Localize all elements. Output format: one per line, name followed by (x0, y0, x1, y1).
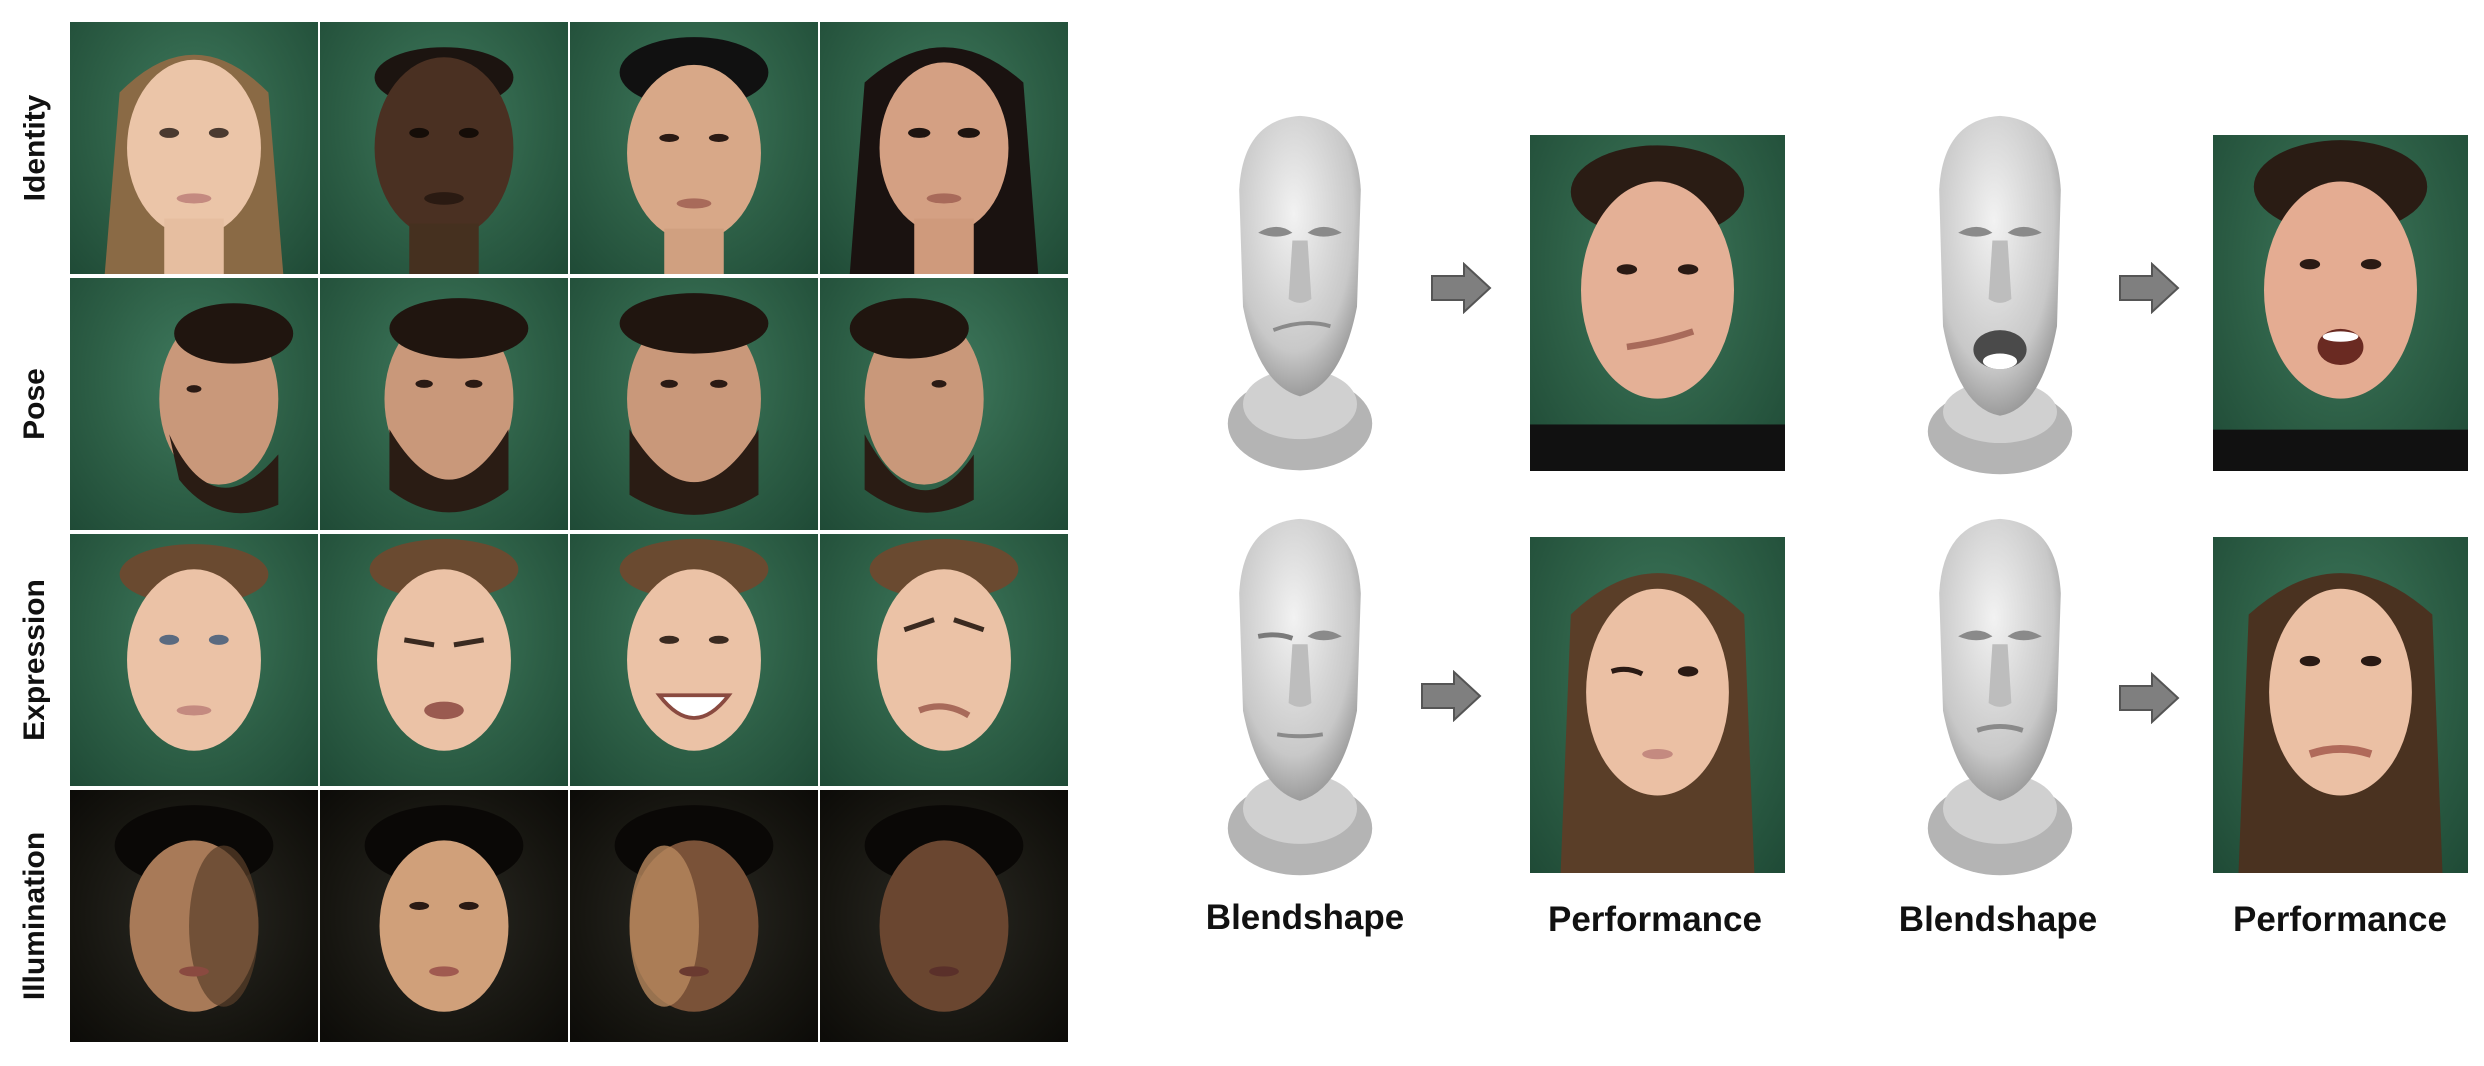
caption-blendshape-1: Blendshape (1205, 898, 1405, 937)
performance-photo-wink (1530, 537, 1785, 873)
expression-photo-2 (320, 534, 568, 786)
identity-photo-1 (70, 22, 318, 274)
row-label-expression: Expression (18, 579, 52, 741)
performance-photo-jaw-open (2213, 135, 2468, 471)
pose-photo-3 (570, 278, 818, 530)
row-label-identity: Identity (18, 94, 52, 202)
illumination-photo-1 (70, 790, 318, 1042)
row-label-pose: Pose (18, 368, 51, 440)
illumination-photo-3 (570, 790, 818, 1042)
illumination-photo-4 (820, 790, 1068, 1042)
identity-photo-2 (320, 22, 568, 274)
identity-photo-3 (570, 22, 818, 274)
expression-photo-3 (570, 534, 818, 786)
blendshape-mesh-smirk (1205, 112, 1395, 482)
expression-photo-4 (820, 534, 1068, 786)
blendshape-mesh-wink (1205, 515, 1395, 887)
pose-photo-4 (820, 278, 1068, 530)
pose-photo-2 (320, 278, 568, 530)
row-label-illumination: Illumination (18, 831, 52, 1001)
arrow-right-icon (1420, 670, 1482, 722)
caption-performance-1: Performance (1548, 900, 1762, 939)
blendshape-mesh-jaw-open (1905, 112, 2095, 482)
expression-photo-1 (70, 534, 318, 786)
performance-photo-smirk (1530, 135, 1785, 471)
identity-photo-4 (820, 22, 1068, 274)
arrow-right-icon (1430, 262, 1492, 314)
performance-photo-lip-roll (2213, 537, 2468, 873)
arrow-right-icon (2118, 672, 2180, 724)
caption-performance-2: Performance (2233, 900, 2447, 939)
blendshape-mesh-lip-roll (1905, 515, 2095, 887)
caption-blendshape-2: Blendshape (1898, 900, 2098, 939)
pose-photo-1 (70, 278, 318, 530)
arrow-right-icon (2118, 262, 2180, 314)
illumination-photo-2 (320, 790, 568, 1042)
